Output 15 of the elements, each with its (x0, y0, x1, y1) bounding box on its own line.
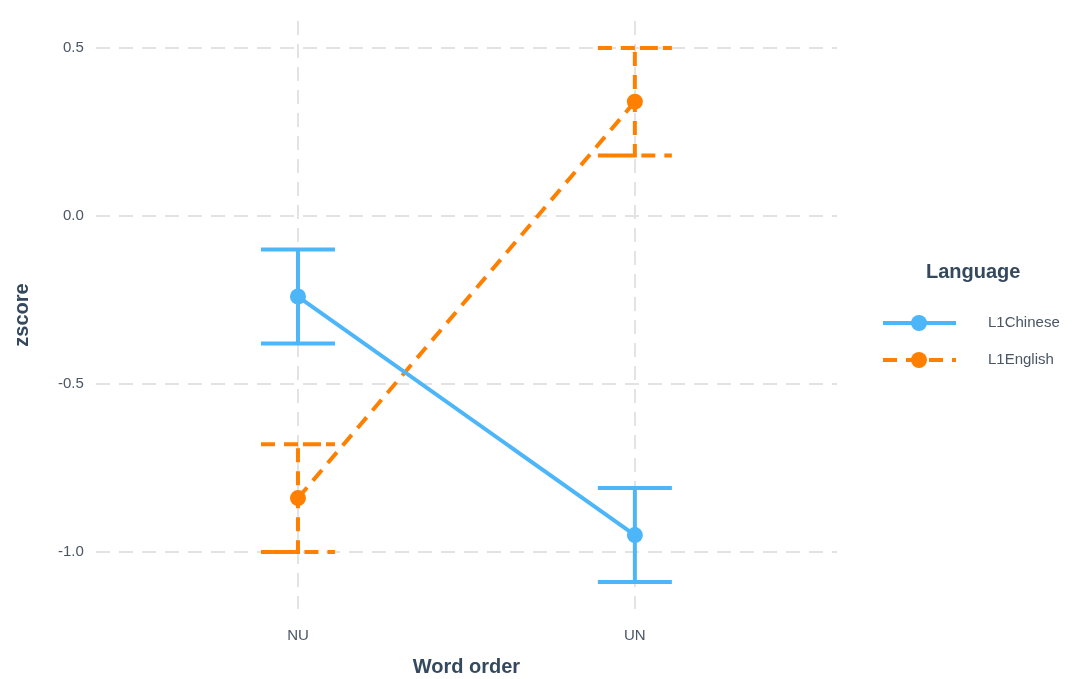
legend-label: L1English (988, 350, 1054, 368)
point (289, 490, 306, 507)
legend-label: L1Chinese (988, 313, 1060, 331)
y-tick-label: -1.0 (57, 542, 84, 560)
point (626, 527, 643, 544)
x-axis-title: Word order (412, 654, 521, 677)
y-tick-label: -0.5 (57, 374, 84, 392)
x-tick-label: NU (287, 626, 309, 644)
y-axis-title: zscore (9, 283, 32, 347)
point (626, 93, 643, 110)
y-tick-label: 0.0 (62, 206, 84, 224)
legend-title: Language (926, 259, 1021, 282)
point (289, 288, 306, 305)
y-tick-label: 0.5 (62, 38, 84, 56)
x-tick-label: UN (624, 626, 646, 644)
